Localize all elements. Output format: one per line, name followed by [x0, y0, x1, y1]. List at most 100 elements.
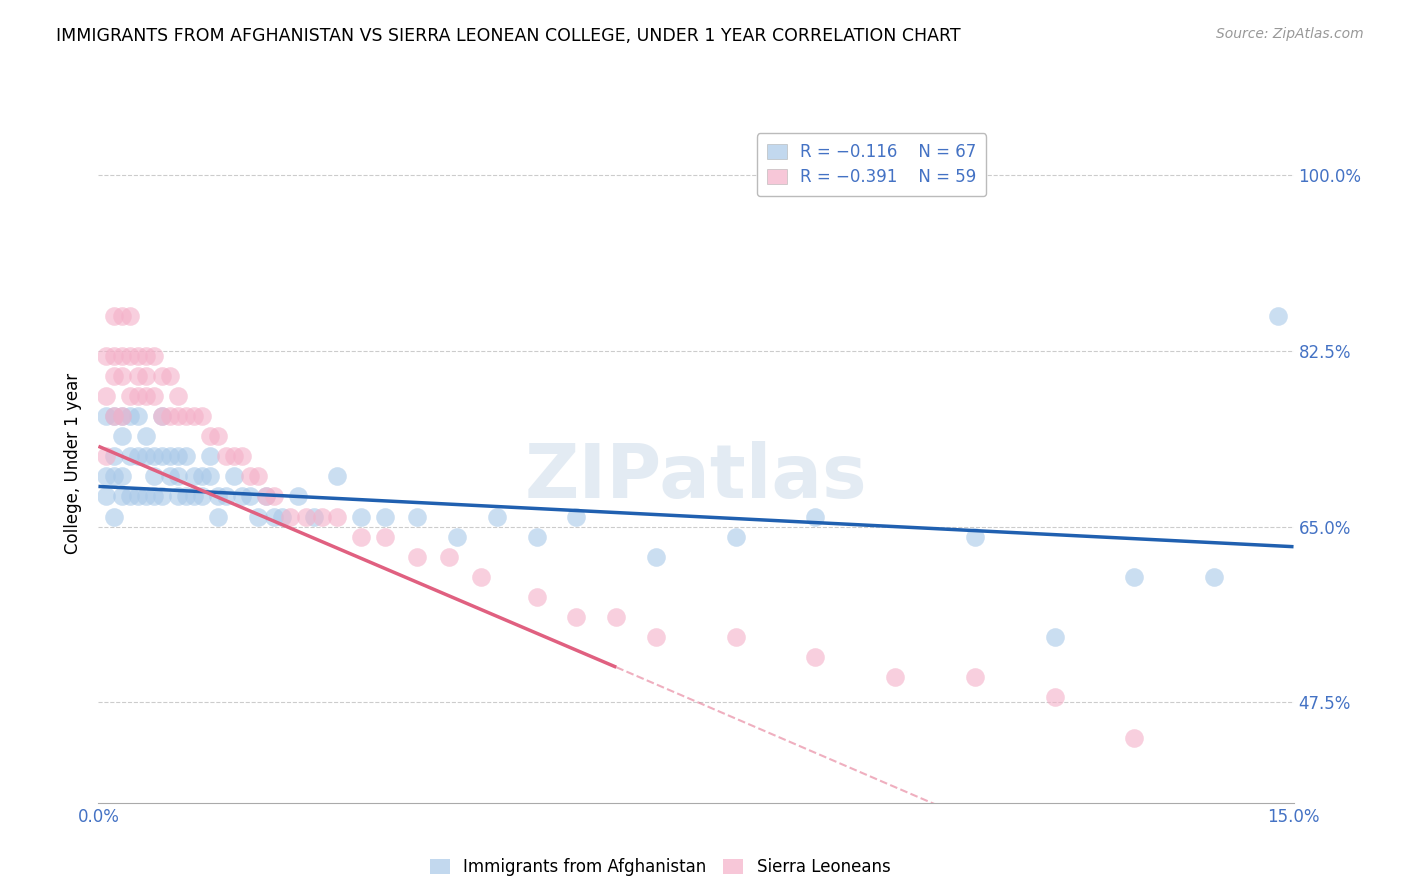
- Point: [222, 469, 245, 483]
- Point: [111, 309, 134, 323]
- Point: [215, 450, 238, 464]
- Point: [103, 469, 125, 483]
- Point: [239, 469, 262, 483]
- Point: [150, 450, 173, 464]
- Point: [350, 530, 373, 544]
- Point: [167, 389, 190, 403]
- Point: [406, 549, 429, 564]
- Point: [198, 469, 221, 483]
- Point: [311, 509, 333, 524]
- Point: [111, 409, 134, 424]
- Point: [239, 490, 262, 504]
- Point: [127, 450, 149, 464]
- Point: [605, 610, 627, 624]
- Point: [1267, 309, 1289, 323]
- Point: [111, 490, 134, 504]
- Point: [111, 429, 134, 443]
- Point: [127, 389, 149, 403]
- Point: [167, 409, 190, 424]
- Point: [374, 530, 396, 544]
- Point: [565, 610, 588, 624]
- Point: [96, 409, 118, 424]
- Point: [159, 368, 181, 383]
- Point: [120, 389, 142, 403]
- Text: Source: ZipAtlas.com: Source: ZipAtlas.com: [1216, 27, 1364, 41]
- Point: [287, 490, 309, 504]
- Point: [191, 409, 214, 424]
- Point: [231, 490, 253, 504]
- Point: [120, 409, 142, 424]
- Point: [167, 469, 190, 483]
- Point: [135, 429, 157, 443]
- Point: [207, 429, 229, 443]
- Point: [526, 590, 548, 604]
- Point: [254, 490, 277, 504]
- Point: [263, 509, 285, 524]
- Point: [120, 450, 142, 464]
- Point: [150, 490, 173, 504]
- Point: [127, 409, 149, 424]
- Point: [111, 349, 134, 363]
- Point: [963, 530, 986, 544]
- Point: [120, 309, 142, 323]
- Point: [159, 450, 181, 464]
- Point: [127, 490, 149, 504]
- Point: [120, 490, 142, 504]
- Point: [804, 650, 827, 665]
- Point: [207, 509, 229, 524]
- Point: [374, 509, 396, 524]
- Point: [127, 368, 149, 383]
- Point: [246, 469, 269, 483]
- Point: [150, 368, 173, 383]
- Point: [1123, 731, 1146, 745]
- Point: [1202, 570, 1225, 584]
- Point: [143, 349, 166, 363]
- Point: [198, 429, 221, 443]
- Text: ZIPatlas: ZIPatlas: [524, 441, 868, 514]
- Point: [294, 509, 316, 524]
- Point: [326, 469, 349, 483]
- Point: [135, 490, 157, 504]
- Point: [183, 409, 205, 424]
- Point: [150, 409, 173, 424]
- Point: [645, 549, 668, 564]
- Point: [143, 389, 166, 403]
- Point: [884, 670, 907, 684]
- Point: [350, 509, 373, 524]
- Point: [263, 490, 285, 504]
- Point: [96, 490, 118, 504]
- Point: [174, 450, 197, 464]
- Point: [111, 368, 134, 383]
- Point: [143, 469, 166, 483]
- Point: [174, 409, 197, 424]
- Point: [143, 490, 166, 504]
- Point: [724, 630, 747, 644]
- Point: [159, 469, 181, 483]
- Point: [127, 349, 149, 363]
- Point: [103, 349, 125, 363]
- Point: [526, 530, 548, 544]
- Point: [167, 490, 190, 504]
- Point: [103, 368, 125, 383]
- Point: [183, 490, 205, 504]
- Point: [150, 409, 173, 424]
- Point: [222, 450, 245, 464]
- Point: [198, 450, 221, 464]
- Point: [278, 509, 301, 524]
- Point: [167, 450, 190, 464]
- Point: [207, 490, 229, 504]
- Point: [724, 530, 747, 544]
- Point: [103, 309, 125, 323]
- Point: [103, 450, 125, 464]
- Point: [96, 469, 118, 483]
- Point: [326, 509, 349, 524]
- Point: [103, 509, 125, 524]
- Point: [135, 368, 157, 383]
- Point: [120, 349, 142, 363]
- Point: [254, 490, 277, 504]
- Point: [270, 509, 292, 524]
- Point: [446, 530, 468, 544]
- Point: [111, 469, 134, 483]
- Point: [215, 490, 238, 504]
- Point: [645, 630, 668, 644]
